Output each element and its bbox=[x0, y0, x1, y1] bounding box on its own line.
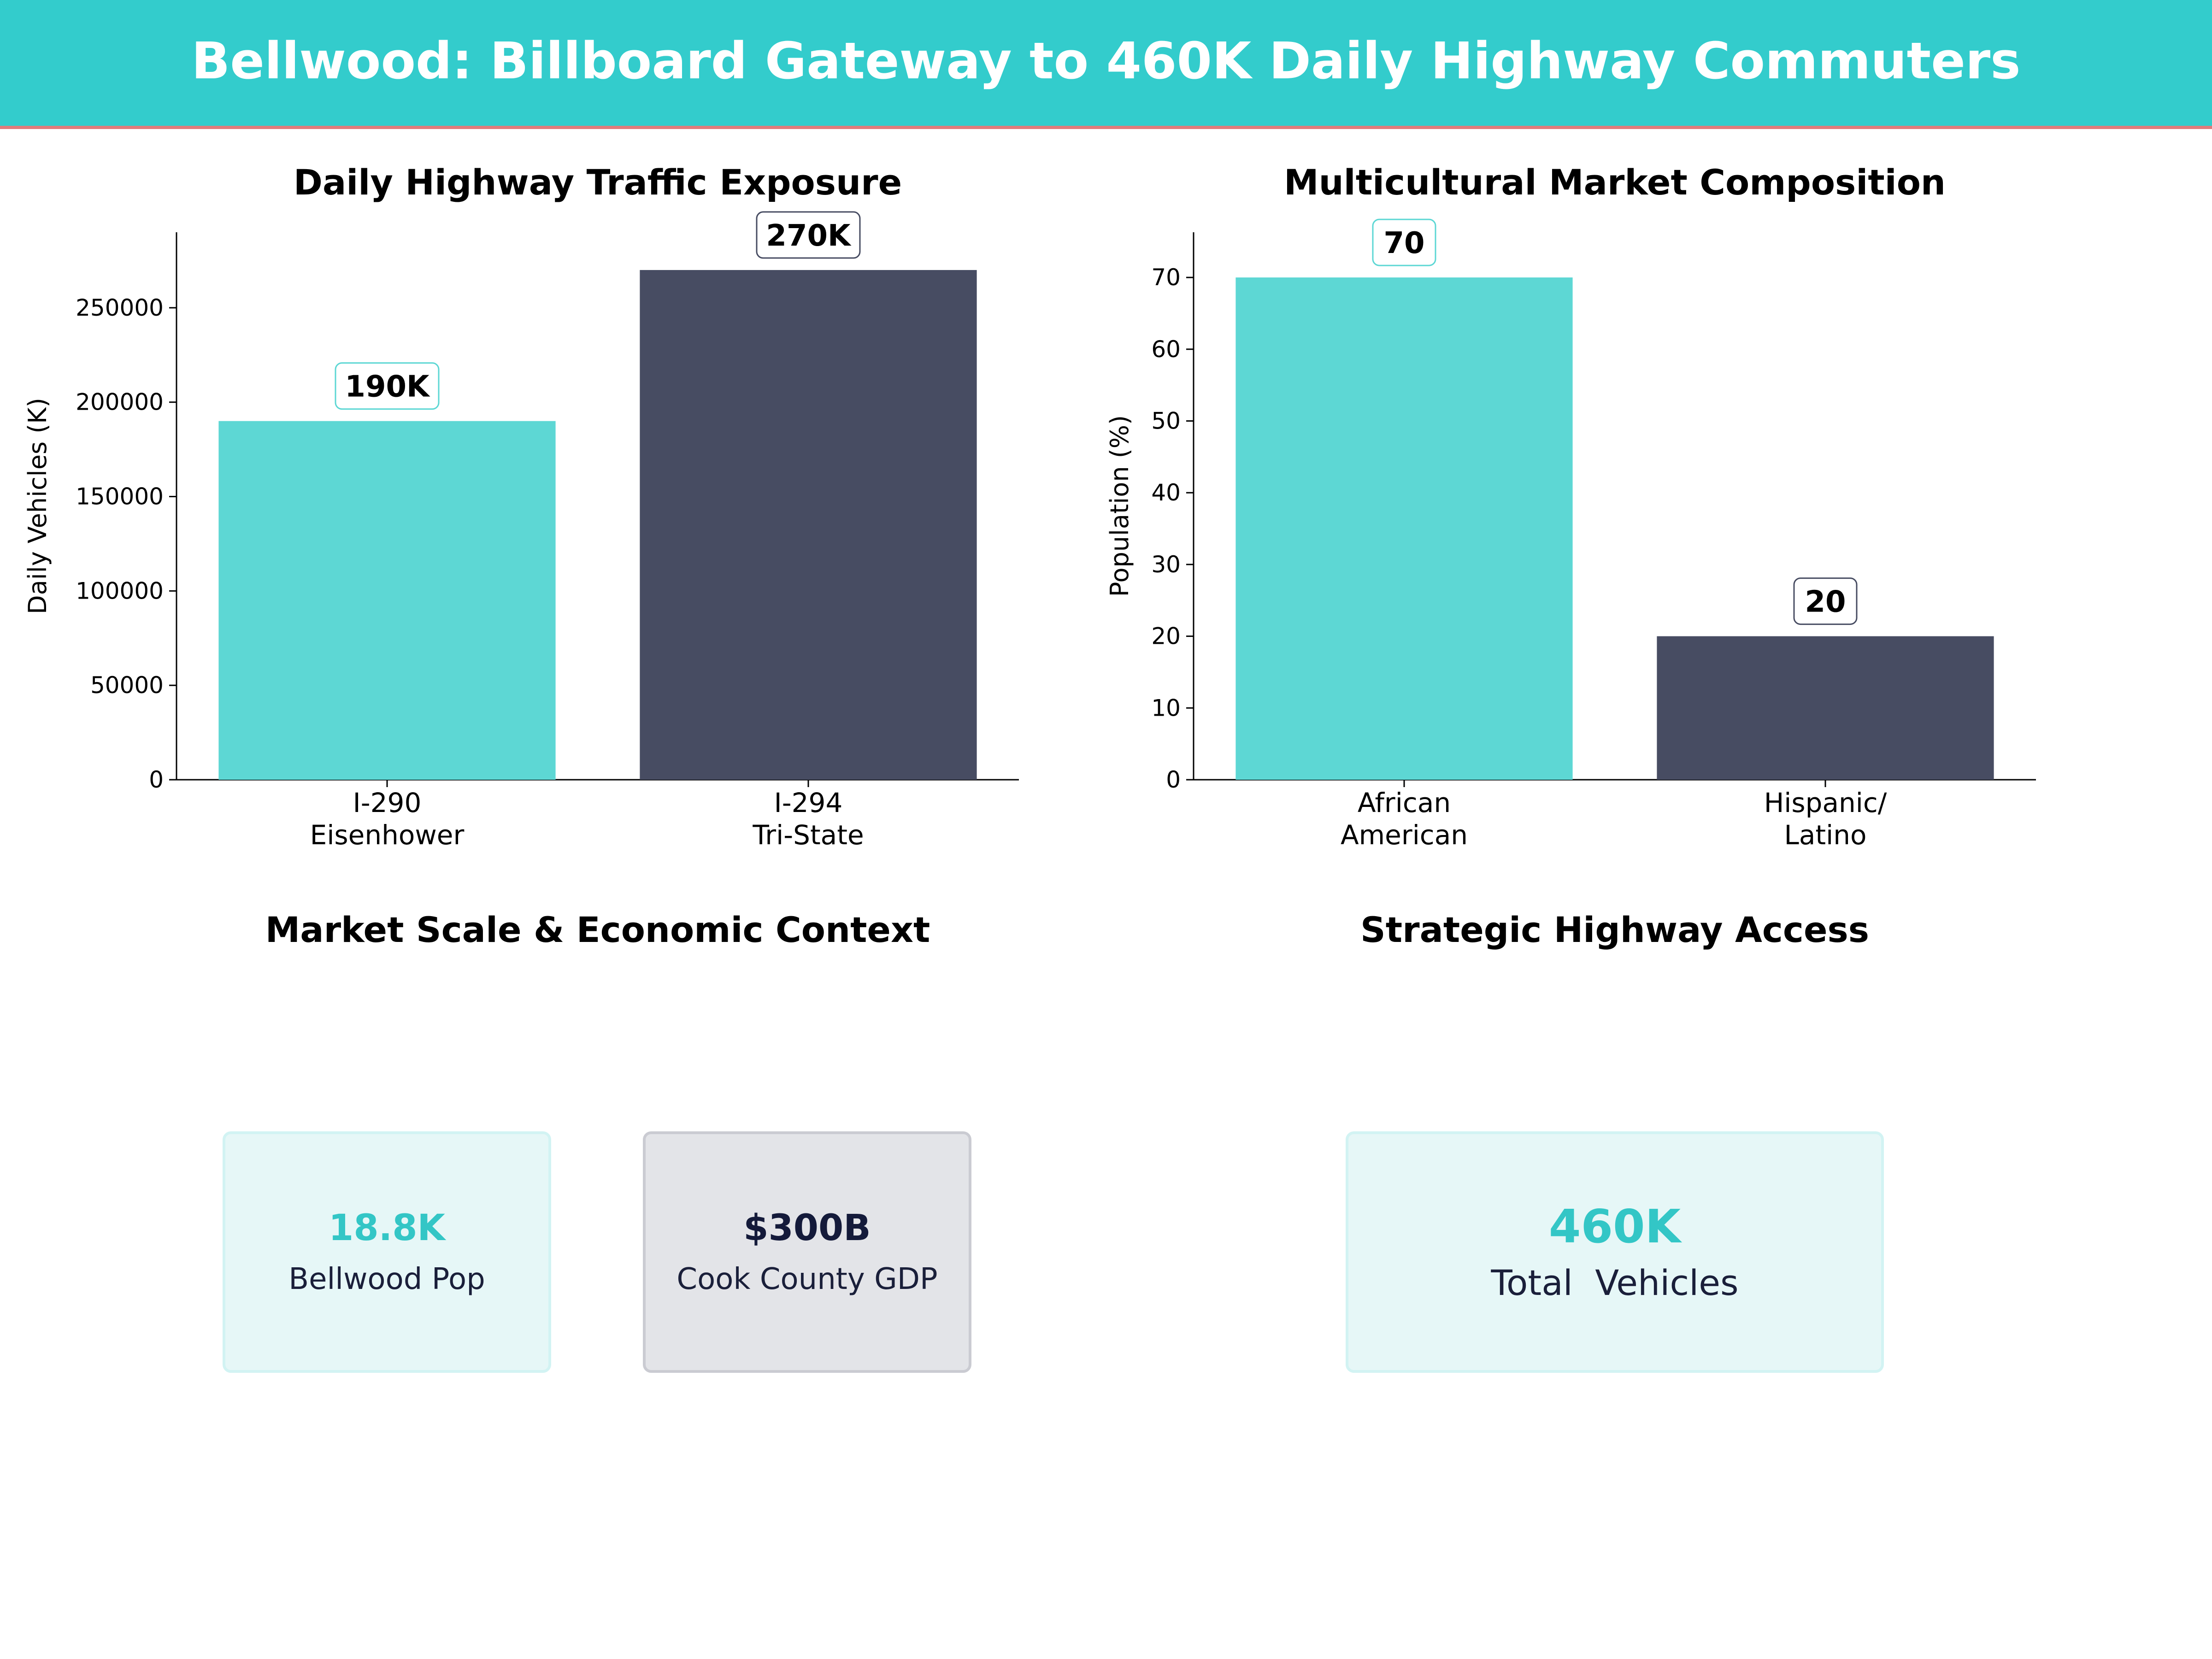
data-label-box bbox=[756, 211, 861, 259]
x-tick-label: African bbox=[1358, 787, 1451, 818]
bar bbox=[640, 270, 977, 780]
data-label-box bbox=[335, 362, 440, 410]
y-tick-label: 50 bbox=[1151, 407, 1181, 434]
y-tick-label: 200000 bbox=[76, 389, 164, 416]
y-tick-label: 50000 bbox=[90, 672, 164, 699]
bar bbox=[1235, 277, 1573, 780]
highway-access-title: Strategic Highway Access bbox=[1360, 909, 1869, 950]
data-label: 190K bbox=[345, 370, 430, 404]
x-tick-label: I-294 bbox=[774, 787, 843, 818]
population-label: Bellwood Pop bbox=[288, 1262, 485, 1296]
x-tick-label: American bbox=[1341, 819, 1468, 851]
gdp-card: $300B Cook County GDP bbox=[643, 1131, 971, 1373]
data-label-box bbox=[1793, 577, 1858, 625]
market-scale-title: Market Scale & Economic Context bbox=[265, 909, 930, 950]
x-tick-label: Latino bbox=[1784, 819, 1867, 851]
y-tick-label: 250000 bbox=[76, 294, 164, 321]
y-tick-label: 0 bbox=[149, 766, 164, 793]
y-tick-label: 30 bbox=[1151, 551, 1181, 578]
total-vehicles-label: Total Vehicles bbox=[1491, 1262, 1739, 1303]
y-tick-label: 0 bbox=[1166, 766, 1181, 793]
bar bbox=[218, 421, 556, 780]
x-tick-label: Tri-State bbox=[752, 819, 864, 851]
gdp-value: $300B bbox=[743, 1207, 871, 1249]
population-card: 18.8K Bellwood Pop bbox=[223, 1131, 551, 1373]
y-tick-label: 20 bbox=[1151, 623, 1181, 650]
y-tick-label: 40 bbox=[1151, 479, 1181, 506]
y-tick-label: 100000 bbox=[76, 577, 164, 604]
total-vehicles-card: 460K Total Vehicles bbox=[1346, 1131, 1884, 1373]
bar bbox=[1657, 636, 1994, 780]
population-value: 18.8K bbox=[329, 1207, 445, 1249]
y-tick-label: 10 bbox=[1151, 694, 1181, 721]
x-tick-label: Hispanic/ bbox=[1764, 787, 1887, 818]
composition-chart-title: Multicultural Market Composition bbox=[1283, 162, 1946, 203]
page-title: Bellwood: Billboard Gateway to 460K Dail… bbox=[191, 31, 2021, 90]
traffic-chart-title: Daily Highway Traffic Exposure bbox=[293, 162, 902, 203]
y-tick-label: 60 bbox=[1151, 336, 1181, 363]
data-label: 20 bbox=[1805, 585, 1846, 619]
header-banner: Bellwood: Billboard Gateway to 460K Dail… bbox=[0, 0, 2212, 129]
x-tick-label: Eisenhower bbox=[310, 819, 465, 851]
y-axis-label: Daily Vehicles (K) bbox=[23, 398, 52, 614]
data-label-box bbox=[1372, 218, 1436, 266]
y-tick-label: 70 bbox=[1151, 264, 1181, 291]
y-tick-label: 150000 bbox=[76, 483, 164, 510]
y-axis-label: Population (%) bbox=[1105, 415, 1134, 597]
data-label: 270K bbox=[766, 219, 852, 253]
gdp-label: Cook County GDP bbox=[677, 1262, 938, 1296]
total-vehicles-value: 460K bbox=[1548, 1200, 1681, 1253]
data-label: 70 bbox=[1383, 226, 1424, 260]
x-tick-label: I-290 bbox=[353, 787, 422, 818]
